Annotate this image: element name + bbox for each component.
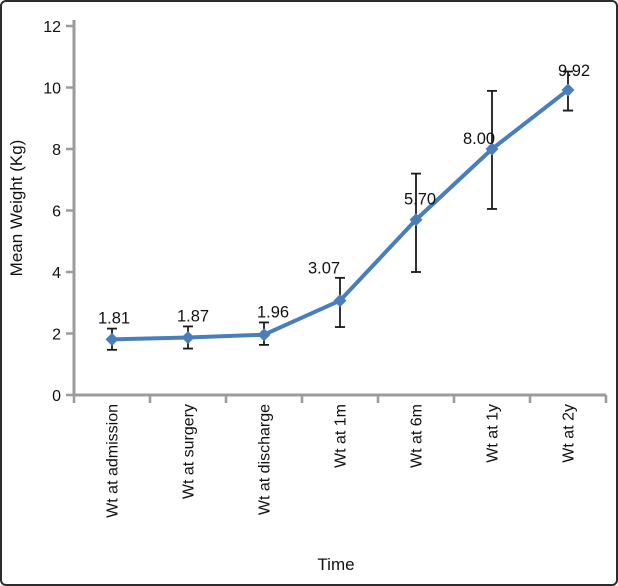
- y-tick-label: 12: [43, 19, 61, 36]
- data-point-marker: [561, 83, 575, 97]
- data-point-marker: [409, 213, 423, 227]
- y-tick-label: 10: [43, 81, 61, 98]
- x-tick-label: Wt at surgery: [181, 404, 198, 499]
- data-label: 9.92: [558, 62, 590, 80]
- data-label: 5.70: [404, 191, 436, 209]
- y-tick-label: 6: [52, 204, 61, 221]
- data-label: 1.87: [177, 307, 209, 325]
- data-point-marker: [257, 328, 271, 342]
- y-tick-label: 8: [52, 142, 61, 159]
- data-point-marker: [485, 142, 499, 156]
- x-axis-title: Time: [317, 555, 354, 574]
- data-label: 8.00: [463, 130, 495, 148]
- x-tick-label: Wt at 2y: [561, 404, 578, 463]
- y-tick-label: 0: [52, 388, 61, 405]
- data-label: 3.07: [308, 260, 340, 278]
- data-label: 1.81: [98, 309, 130, 327]
- x-tick-label: Wt at admission: [105, 404, 122, 518]
- y-tick-label: 4: [52, 265, 61, 282]
- data-point-marker: [333, 294, 347, 308]
- x-tick-label: Wt at 1y: [485, 404, 502, 463]
- x-tick-label: Wt at 1m: [333, 404, 350, 468]
- x-tick-label: Wt at discharge: [257, 404, 274, 515]
- data-point-marker: [181, 330, 195, 344]
- y-axis-title: Mean Weight (Kg): [7, 140, 26, 277]
- x-tick-label: Wt at 6m: [409, 404, 426, 468]
- y-tick-label: 2: [52, 327, 61, 344]
- plot-area: 0 2 4 6 8 10 12 Wt at admission Wt at surgery Wt …: [43, 19, 608, 518]
- data-label: 1.96: [257, 304, 289, 322]
- data-point-marker: [105, 332, 119, 346]
